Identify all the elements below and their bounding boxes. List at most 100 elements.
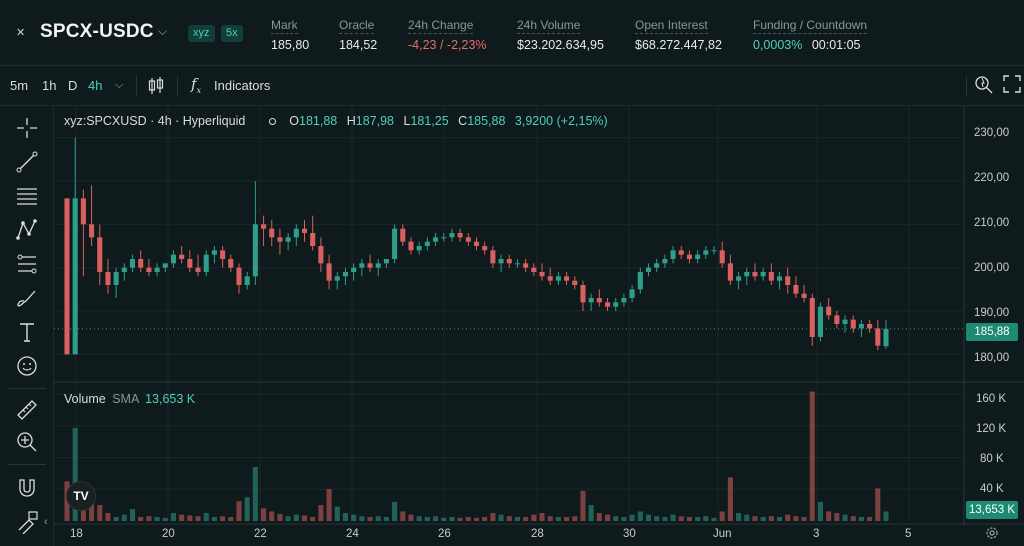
interval-d[interactable]: D	[68, 78, 78, 93]
trend-line-icon[interactable]	[15, 150, 39, 174]
volume-bar	[433, 516, 439, 521]
volume-axis-label: 120 K	[976, 423, 1007, 435]
candle-body	[252, 224, 258, 277]
collapse-chevron-icon[interactable]: ‹	[44, 516, 48, 528]
settings-gear-icon[interactable]	[984, 525, 1000, 541]
interval-chevron-down-icon[interactable]: ⌵	[115, 79, 124, 91]
interval-5m[interactable]: 5m	[10, 78, 29, 93]
volume-bar	[498, 514, 504, 521]
price-axis-label: 220,00	[974, 172, 1010, 184]
candle-body	[490, 250, 496, 264]
volume-bar	[367, 517, 373, 521]
fx-icon[interactable]: fx	[191, 75, 202, 95]
candle-body	[752, 272, 758, 277]
zoom-icon[interactable]	[974, 75, 994, 95]
time-axis-label: Jun	[713, 528, 732, 540]
volume-bar	[162, 517, 168, 521]
emoji-icon[interactable]	[15, 354, 39, 378]
legend-close: 185,88	[467, 114, 506, 128]
lock-drawing-icon[interactable]	[15, 510, 39, 534]
candle-body	[711, 250, 717, 252]
candle-body	[645, 267, 652, 272]
volume-bar	[596, 513, 602, 521]
volume-bar	[744, 514, 750, 521]
volume-bar	[875, 488, 881, 521]
tradingview-logo[interactable]: TV	[66, 481, 96, 511]
fullscreen-icon[interactable]	[1003, 75, 1021, 93]
horizontal-lines-icon[interactable]	[15, 184, 39, 208]
brush-icon[interactable]	[15, 286, 39, 310]
text-tool-icon[interactable]	[15, 320, 39, 344]
candle-body	[883, 328, 889, 347]
pair-selector[interactable]: SPCX-USDC	[40, 21, 154, 42]
candle-body	[776, 276, 783, 281]
candle-body	[105, 272, 111, 285]
pattern-icon[interactable]	[15, 218, 39, 242]
funding-rate: 0,0003%	[753, 38, 803, 52]
candle-body	[129, 259, 136, 268]
candles-icon[interactable]	[147, 76, 165, 96]
candle-body	[195, 267, 201, 272]
legend-open: 181,88	[299, 114, 338, 128]
visibility-dot-icon[interactable]	[268, 118, 276, 125]
time-axis-label: 5	[905, 528, 912, 540]
zoom-in-icon[interactable]	[15, 430, 39, 454]
volume-bar	[547, 516, 553, 521]
volume-bar	[121, 514, 127, 521]
volume-bar	[457, 517, 463, 521]
volume-bar	[105, 513, 111, 521]
candle-body	[801, 293, 807, 298]
candle-body	[834, 315, 840, 324]
candle-body	[539, 272, 545, 277]
stat-24h-volume-value: $23.202.634,95	[517, 38, 604, 52]
candle-body	[72, 198, 78, 355]
volume-bar	[711, 517, 717, 521]
volume-bar	[97, 505, 103, 521]
volume-bar	[490, 513, 496, 521]
fib-retracement-icon[interactable]	[15, 252, 39, 276]
chevron-down-icon[interactable]: ⌵	[158, 24, 168, 38]
volume-legend-sma: SMA	[112, 392, 139, 406]
candle-body	[850, 319, 856, 329]
volume-bar	[89, 494, 95, 521]
volume-bar	[482, 517, 488, 521]
candle-body	[89, 224, 95, 238]
candle-body	[555, 276, 561, 281]
crosshair-icon[interactable]	[15, 116, 39, 140]
candle-body	[367, 263, 373, 268]
volume-bar	[187, 515, 193, 521]
volume-bar	[531, 514, 537, 521]
candle-body	[670, 250, 676, 259]
stat-open-interest: Open Interest $68.272.447,82	[635, 16, 722, 52]
candle-body	[744, 272, 750, 277]
candle-body	[318, 246, 324, 264]
volume-bar	[654, 516, 660, 521]
indicators-button[interactable]: Indicators	[214, 78, 271, 93]
time-axis-label: 30	[623, 528, 636, 540]
candle-body	[498, 259, 504, 264]
candle-body	[334, 276, 340, 281]
magnet-icon[interactable]	[15, 476, 39, 500]
stat-funding: Funding / Countdown 0,0003% 00:01:05	[753, 16, 868, 52]
interval-1h[interactable]: 1h	[42, 78, 57, 93]
volume-bar	[801, 517, 807, 521]
volume-bar	[637, 511, 643, 521]
interval-4h[interactable]: 4h	[88, 78, 103, 93]
volume-bar	[736, 513, 742, 521]
candle-body	[408, 241, 414, 251]
volume-bar	[170, 513, 177, 521]
candle-body	[326, 263, 332, 281]
candle-body	[719, 250, 725, 264]
volume-bar	[195, 516, 201, 521]
price-chart[interactable]	[54, 106, 1024, 546]
stat-oracle: Oracle 184,52	[339, 16, 377, 52]
stat-24h-volume-label: 24h Volume	[517, 18, 581, 34]
candle-body	[523, 263, 529, 268]
volume-bar	[424, 517, 430, 521]
ruler-icon[interactable]	[15, 398, 39, 422]
volume-bar	[72, 428, 78, 521]
time-axis-label: 18	[70, 528, 83, 540]
volume-bar	[326, 489, 332, 521]
stat-funding-value: 0,0003% 00:01:05	[753, 38, 867, 52]
volume-bar	[613, 516, 619, 521]
